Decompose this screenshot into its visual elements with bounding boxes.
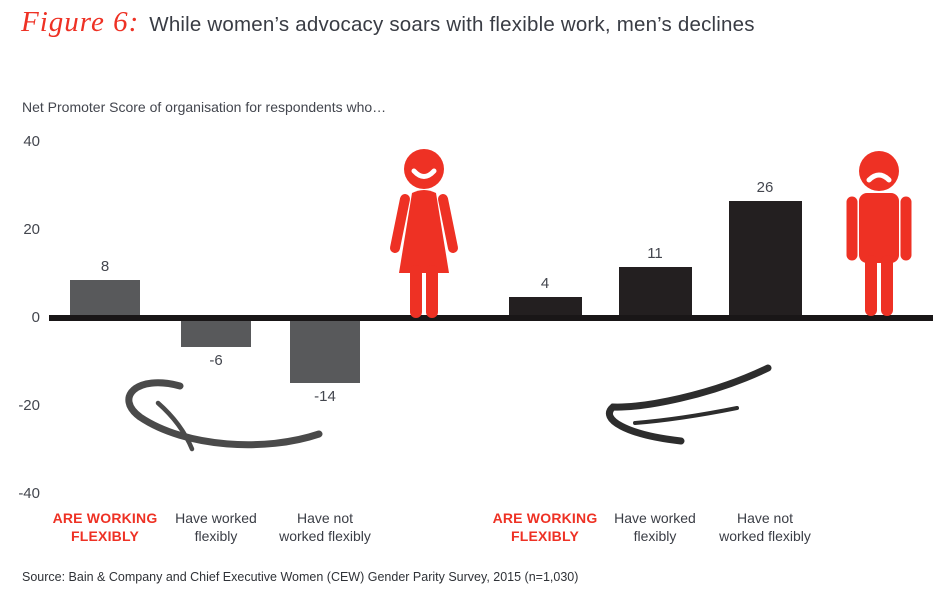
bar-value-label: 4 [540,275,550,293]
bar-value-label: 8 [100,257,110,275]
bar-value-label: -6 [209,352,223,370]
figure-label: Figure 6: [21,6,140,38]
man-icon-svg [846,151,912,316]
y-axis-tick-label: -20 [18,397,40,414]
bar-men-2 [618,266,692,315]
bar-men-3 [728,200,802,315]
category-label: Have not worked flexibly [719,510,811,544]
bar-value-label: -14 [314,387,336,405]
category-label: Have worked flexibly [614,510,696,544]
y-axis-tick-label: 40 [23,133,40,150]
x-axis-line [49,315,933,321]
y-axis-tick-label: 20 [23,221,40,238]
bar-women-2 [181,321,251,348]
category-label: ARE WORKING FLEXIBLY [492,510,598,544]
right-arrow-svg [606,364,772,445]
left-arrow-svg [125,379,323,452]
figure-title: While women’s advocacy soars with flexib… [149,13,755,36]
bar-women-1 [70,279,140,315]
man-icon [837,149,921,324]
y-axis-tick-label: 0 [31,309,40,326]
woman-icon [383,147,465,324]
y-axis-tick-label: -40 [18,485,40,502]
bar-value-label: 26 [756,178,774,196]
bar-men-1 [508,297,582,315]
category-label: Have worked flexibly [175,510,257,544]
chart-subtitle: Net Promoter Score of organisation for r… [22,99,387,115]
category-label: Have not worked flexibly [279,510,371,544]
left-swoosh-arrow-icon [108,372,323,467]
figure-header: Figure 6: While women’s advocacy soars w… [21,6,755,39]
right-swoosh-arrow-icon [585,362,775,452]
bar-women-3 [290,321,360,383]
bar-value-label: 11 [647,244,663,262]
category-label: ARE WORKING FLEXIBLY [52,510,158,544]
woman-icon-svg [390,149,458,318]
source-note: Source: Bain & Company and Chief Executi… [22,570,579,584]
